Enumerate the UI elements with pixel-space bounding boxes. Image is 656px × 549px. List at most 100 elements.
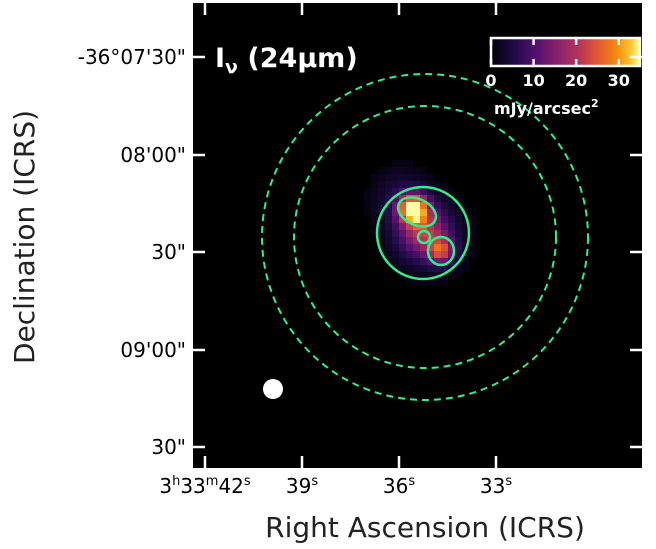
map-pixel [378, 244, 385, 251]
map-pixel [420, 258, 427, 265]
map-pixel [378, 181, 385, 188]
map-pixel [406, 167, 413, 174]
intensity-map [364, 160, 476, 286]
map-pixel [441, 181, 448, 188]
source-aperture [375, 185, 471, 281]
map-pixel [406, 258, 413, 265]
map-pixel [385, 244, 392, 251]
map-pixel [364, 202, 371, 209]
map-pixel [420, 265, 427, 272]
map-pixel [441, 258, 448, 265]
map-pixel [420, 230, 427, 237]
map-pixel [392, 160, 399, 167]
map-pixel [434, 216, 441, 223]
panel-title: Iν (24μm) [215, 43, 358, 78]
map-pixel [371, 230, 378, 237]
y-tick-label: 08'00" [120, 143, 186, 167]
map-pixel [448, 209, 455, 216]
map-pixel [392, 174, 399, 181]
map-pixel [462, 223, 469, 230]
map-pixel [406, 265, 413, 272]
map-pixel [413, 237, 420, 244]
map-pixel [427, 237, 434, 244]
map-pixel [434, 223, 441, 230]
map-pixel [406, 181, 413, 188]
map-pixel [378, 202, 385, 209]
map-pixel [434, 279, 441, 286]
map-pixel [378, 195, 385, 202]
y-tick-label: 30" [151, 240, 186, 264]
map-pixel [427, 195, 434, 202]
map-pixel [413, 272, 420, 279]
map-pixel [406, 202, 413, 209]
map-pixel [406, 188, 413, 195]
map-pixel [392, 209, 399, 216]
map-pixel [413, 265, 420, 272]
colorbar-tick-label: 10 [522, 71, 544, 90]
map-pixel [462, 258, 469, 265]
map-pixel [392, 251, 399, 258]
map-pixel [364, 195, 371, 202]
map-pixel [448, 202, 455, 209]
map-pixel [399, 209, 406, 216]
y-tick-labels: -36°07'30" 08'00" 30" 09'00" 30" [78, 45, 186, 459]
map-pixel [434, 265, 441, 272]
map-pixel [441, 279, 448, 286]
map-pixel [448, 216, 455, 223]
map-pixel [455, 244, 462, 251]
map-pixel [378, 230, 385, 237]
map-pixel [406, 230, 413, 237]
map-pixel [462, 216, 469, 223]
map-pixel [434, 251, 441, 258]
map-pixel [413, 209, 420, 216]
map-pixel [434, 195, 441, 202]
map-pixel [399, 223, 406, 230]
map-pixel [364, 209, 371, 216]
map-pixel [427, 272, 434, 279]
map-pixel [462, 202, 469, 209]
map-pixel [448, 258, 455, 265]
map-pixel [399, 202, 406, 209]
map-pixel [406, 174, 413, 181]
x-tick-label: 36s [383, 474, 415, 498]
map-pixel [399, 251, 406, 258]
colorbar-gradient [489, 36, 642, 68]
map-pixel [420, 244, 427, 251]
map-pixel [399, 265, 406, 272]
x-tick-label: 39s [286, 474, 318, 498]
colorbar-tick-label: 0 [485, 71, 496, 90]
map-pixel [385, 251, 392, 258]
map-pixel [420, 209, 427, 216]
y-tick-label: 30" [151, 435, 186, 459]
map-pixel [427, 265, 434, 272]
map-pixel [441, 216, 448, 223]
map-pixel [371, 202, 378, 209]
map-pixel [413, 181, 420, 188]
map-pixel [434, 230, 441, 237]
map-pixel [371, 216, 378, 223]
map-pixel [441, 244, 448, 251]
map-pixel [420, 181, 427, 188]
source-ellipse-b [426, 235, 456, 267]
map-pixel [427, 216, 434, 223]
map-pixel [420, 237, 427, 244]
map-pixel [399, 237, 406, 244]
map-pixel [371, 188, 378, 195]
map-pixel [469, 237, 476, 244]
map-pixel [434, 237, 441, 244]
map-pixel [427, 244, 434, 251]
map-pixel [413, 258, 420, 265]
map-pixel [378, 188, 385, 195]
map-pixel [420, 188, 427, 195]
map-pixel [420, 251, 427, 258]
map-pixel [469, 216, 476, 223]
map-pixel [420, 174, 427, 181]
map-pixel [406, 216, 413, 223]
map-pixel [371, 209, 378, 216]
map-pixel [420, 279, 427, 286]
colorbar-ticks: 0 10 20 30 [485, 38, 630, 90]
map-pixel [420, 195, 427, 202]
map-pixel [385, 188, 392, 195]
y-tick-label: -36°07'30" [78, 45, 186, 69]
map-pixel [392, 202, 399, 209]
